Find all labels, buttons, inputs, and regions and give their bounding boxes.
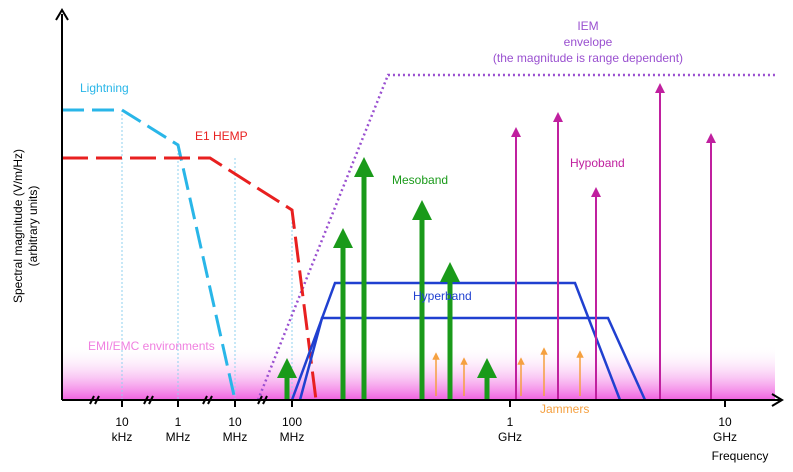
- hemp-curve: [62, 156, 318, 401]
- emi-label: EMI/EMC environments: [88, 339, 215, 353]
- tick-value: 100: [282, 415, 302, 429]
- hypoband-label: Hypoband: [570, 156, 625, 170]
- tick-unit: MHz: [280, 430, 305, 444]
- hemp-label: E1 HEMP: [195, 129, 248, 143]
- tick-value: 10: [115, 415, 129, 429]
- tick-unit: GHz: [498, 430, 522, 444]
- tick-value: 10: [718, 415, 732, 429]
- tick-unit: GHz: [713, 430, 737, 444]
- mesoband-arrows: [277, 157, 497, 400]
- y-sublabel: (arbitrary units): [26, 186, 40, 267]
- tick-value: 1: [175, 415, 182, 429]
- tick-unit: MHz: [223, 430, 248, 444]
- tick-value: 10: [228, 415, 242, 429]
- iem-line: (the magnitude is range dependent): [493, 51, 683, 65]
- x-label: Frequency: [712, 449, 769, 463]
- hyperband-shapes: [290, 281, 647, 401]
- tick-unit: kHz: [112, 430, 133, 444]
- jammers-label: Jammers: [540, 402, 589, 416]
- mesoband-label: Mesoband: [392, 173, 448, 187]
- axes: [55, 8, 784, 407]
- tick-unit: MHz: [166, 430, 191, 444]
- jammer-arrows: [432, 347, 584, 396]
- iem-label: IEM envelope (the magnitude is range dep…: [493, 19, 683, 65]
- iem-line: IEM: [577, 19, 598, 33]
- tick-value: 1: [507, 415, 514, 429]
- iem-line: envelope: [564, 35, 613, 49]
- y-label: Spectral magnitude (V/m/Hz): [11, 149, 25, 303]
- hypoband-arrows: [511, 83, 716, 400]
- lightning-curve: [62, 108, 237, 401]
- hyperband-label: Hyperband: [413, 289, 472, 303]
- lightning-label: Lightning: [80, 81, 129, 95]
- emi-band: [62, 345, 775, 400]
